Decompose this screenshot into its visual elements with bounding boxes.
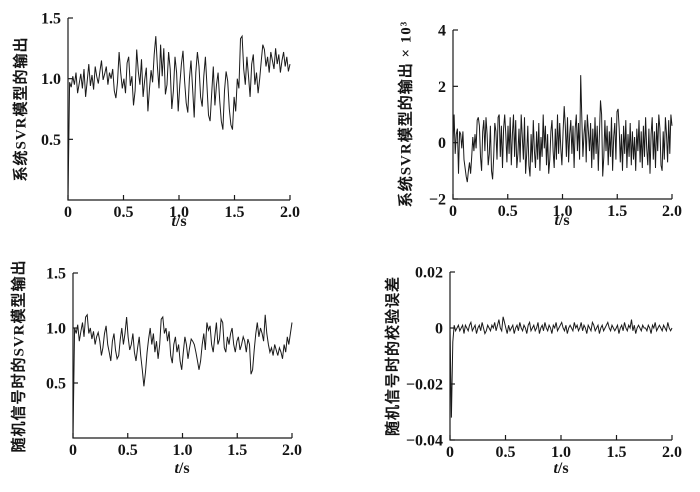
x-tick-label: 0.5 [118, 442, 138, 459]
x-axis-variable: t [174, 460, 179, 477]
x-axis-label: t/s [171, 213, 186, 231]
x-axis-label: t/s [554, 212, 569, 230]
subplot-random-signal-svr-output: 0.5 1.0 1.5 0 0.5 1.0 1.5 2.0 随机信号时的SVR模型输出 t/s [0, 246, 350, 492]
signal-line [72, 313, 293, 439]
x-tick-label: 1.5 [607, 203, 627, 220]
x-tick-label: 2.0 [662, 444, 682, 461]
subplot-random-signal-verification-error: −0.04 −0.02 0 0.02 0 0.5 1.0 1.5 2.0 随机信号时的校验误差 … [350, 246, 700, 492]
signal-line [452, 75, 673, 183]
x-axis-variable: t [553, 460, 558, 477]
x-tick-label: 0 [64, 204, 72, 221]
x-axis-unit: /s [558, 212, 570, 229]
y-axis-label: 随机信号时的SVR模型输出 [11, 259, 28, 453]
x-tick-label: 1.0 [173, 442, 193, 459]
x-tick-label: 1.5 [225, 204, 245, 221]
x-axis-unit: /s [557, 460, 569, 477]
y-tick-label: 1.5 [46, 266, 66, 283]
y-tick-label: 4 [438, 23, 446, 40]
y-tick-label: 0.5 [46, 376, 66, 393]
x-tick-label: 0.5 [498, 203, 518, 220]
axis-lines [449, 272, 672, 441]
y-tick-label: 1.0 [41, 71, 61, 88]
x-tick-label: 2.0 [662, 203, 682, 220]
x-tick-label: 1.5 [607, 444, 627, 461]
x-axis-unit: /s [178, 460, 190, 477]
y-tick-label: 0.02 [415, 265, 443, 282]
y-tick-label: 0.5 [41, 132, 61, 149]
y-axis-label: 系统SVR模型的输出 × 10³ [398, 20, 415, 208]
subplot-random-signal-verification-error-canvas: −0.04 −0.02 0 0.02 0 0.5 1.0 1.5 2.0 [406, 265, 682, 462]
x-tick-label: 1.0 [553, 203, 573, 220]
x-axis-label: t/s [553, 460, 568, 478]
y-tick-label: −0.02 [406, 377, 443, 394]
y-axis-label: 系统SVR模型的输出 [13, 36, 30, 182]
x-tick-label: 1.5 [227, 442, 247, 459]
x-tick-label: 1.0 [551, 444, 571, 461]
y-tick-label: −2 [429, 192, 446, 209]
x-tick-label: 0.5 [496, 444, 516, 461]
axis-lines [452, 30, 672, 200]
x-tick-label: 0 [446, 444, 454, 461]
y-tick-label: 1.0 [46, 321, 66, 338]
x-tick-label: 0 [449, 203, 457, 220]
y-tick-label: 1.5 [41, 11, 61, 28]
signal-line [67, 34, 291, 201]
x-axis-label: t/s [174, 460, 189, 478]
signal-line [449, 316, 673, 418]
x-axis-unit: /s [175, 213, 187, 230]
y-tick-label: −0.04 [406, 433, 443, 450]
subplot-system-svr-output: 0.5 1.0 1.5 0 0.5 1.0 1.5 2.0 系统SVR模型的输出 t/s [0, 0, 350, 246]
axis-lines [67, 18, 290, 201]
x-tick-label: 0.5 [114, 204, 134, 221]
y-tick-label: 0 [435, 321, 443, 338]
y-tick-label: 2 [438, 79, 446, 96]
subplot-random-signal-svr-output-canvas: 0.5 1.0 1.5 0 0.5 1.0 1.5 2.0 [46, 266, 302, 460]
y-tick-label: 0 [438, 135, 446, 152]
x-tick-label: 2.0 [282, 442, 302, 459]
x-tick-label: 1.0 [169, 204, 189, 221]
y-axis-label: 随机信号时的校验误差 [385, 275, 402, 437]
x-tick-label: 0 [69, 442, 77, 459]
x-axis-variable: t [554, 212, 559, 229]
x-tick-label: 2.0 [280, 204, 300, 221]
x-axis-variable: t [171, 213, 176, 230]
subplot-system-svr-output-scaled: −2 0 2 4 0 0.5 1.0 1.5 2.0 系统SVR模型的输出 × 10³ t/s [350, 0, 700, 246]
subplot-system-svr-output-canvas: 0.5 1.0 1.5 0 0.5 1.0 1.5 2.0 [41, 11, 300, 222]
